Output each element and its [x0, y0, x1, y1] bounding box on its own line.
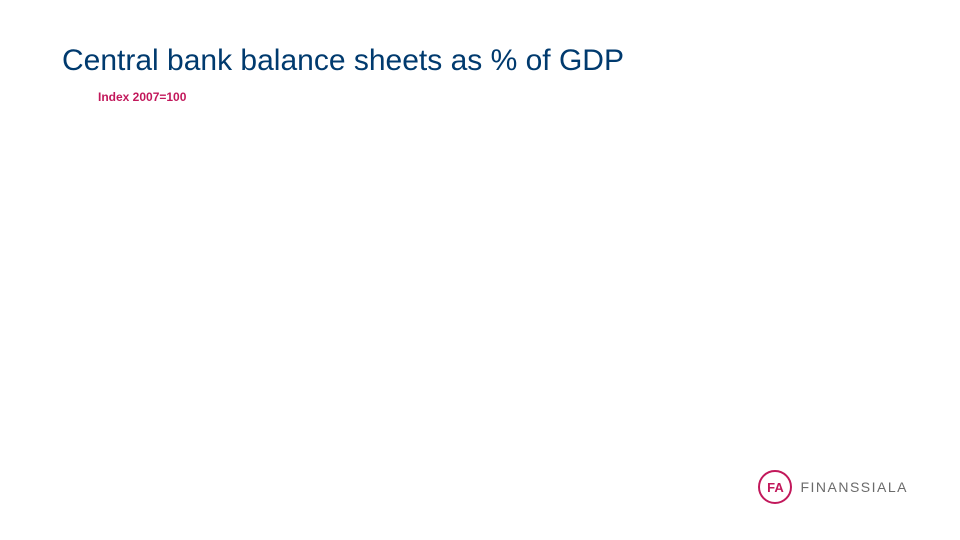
chart-subtitle: Index 2007=100	[98, 90, 186, 104]
logo-mark-text: FA	[767, 481, 784, 494]
brand-logo: FA FINANSSIALA	[758, 470, 908, 504]
slide: Central bank balance sheets as % of GDP …	[0, 0, 960, 540]
logo-mark: FA	[758, 470, 792, 504]
logo-wordmark: FINANSSIALA	[800, 479, 908, 495]
page-title: Central bank balance sheets as % of GDP	[62, 44, 624, 78]
